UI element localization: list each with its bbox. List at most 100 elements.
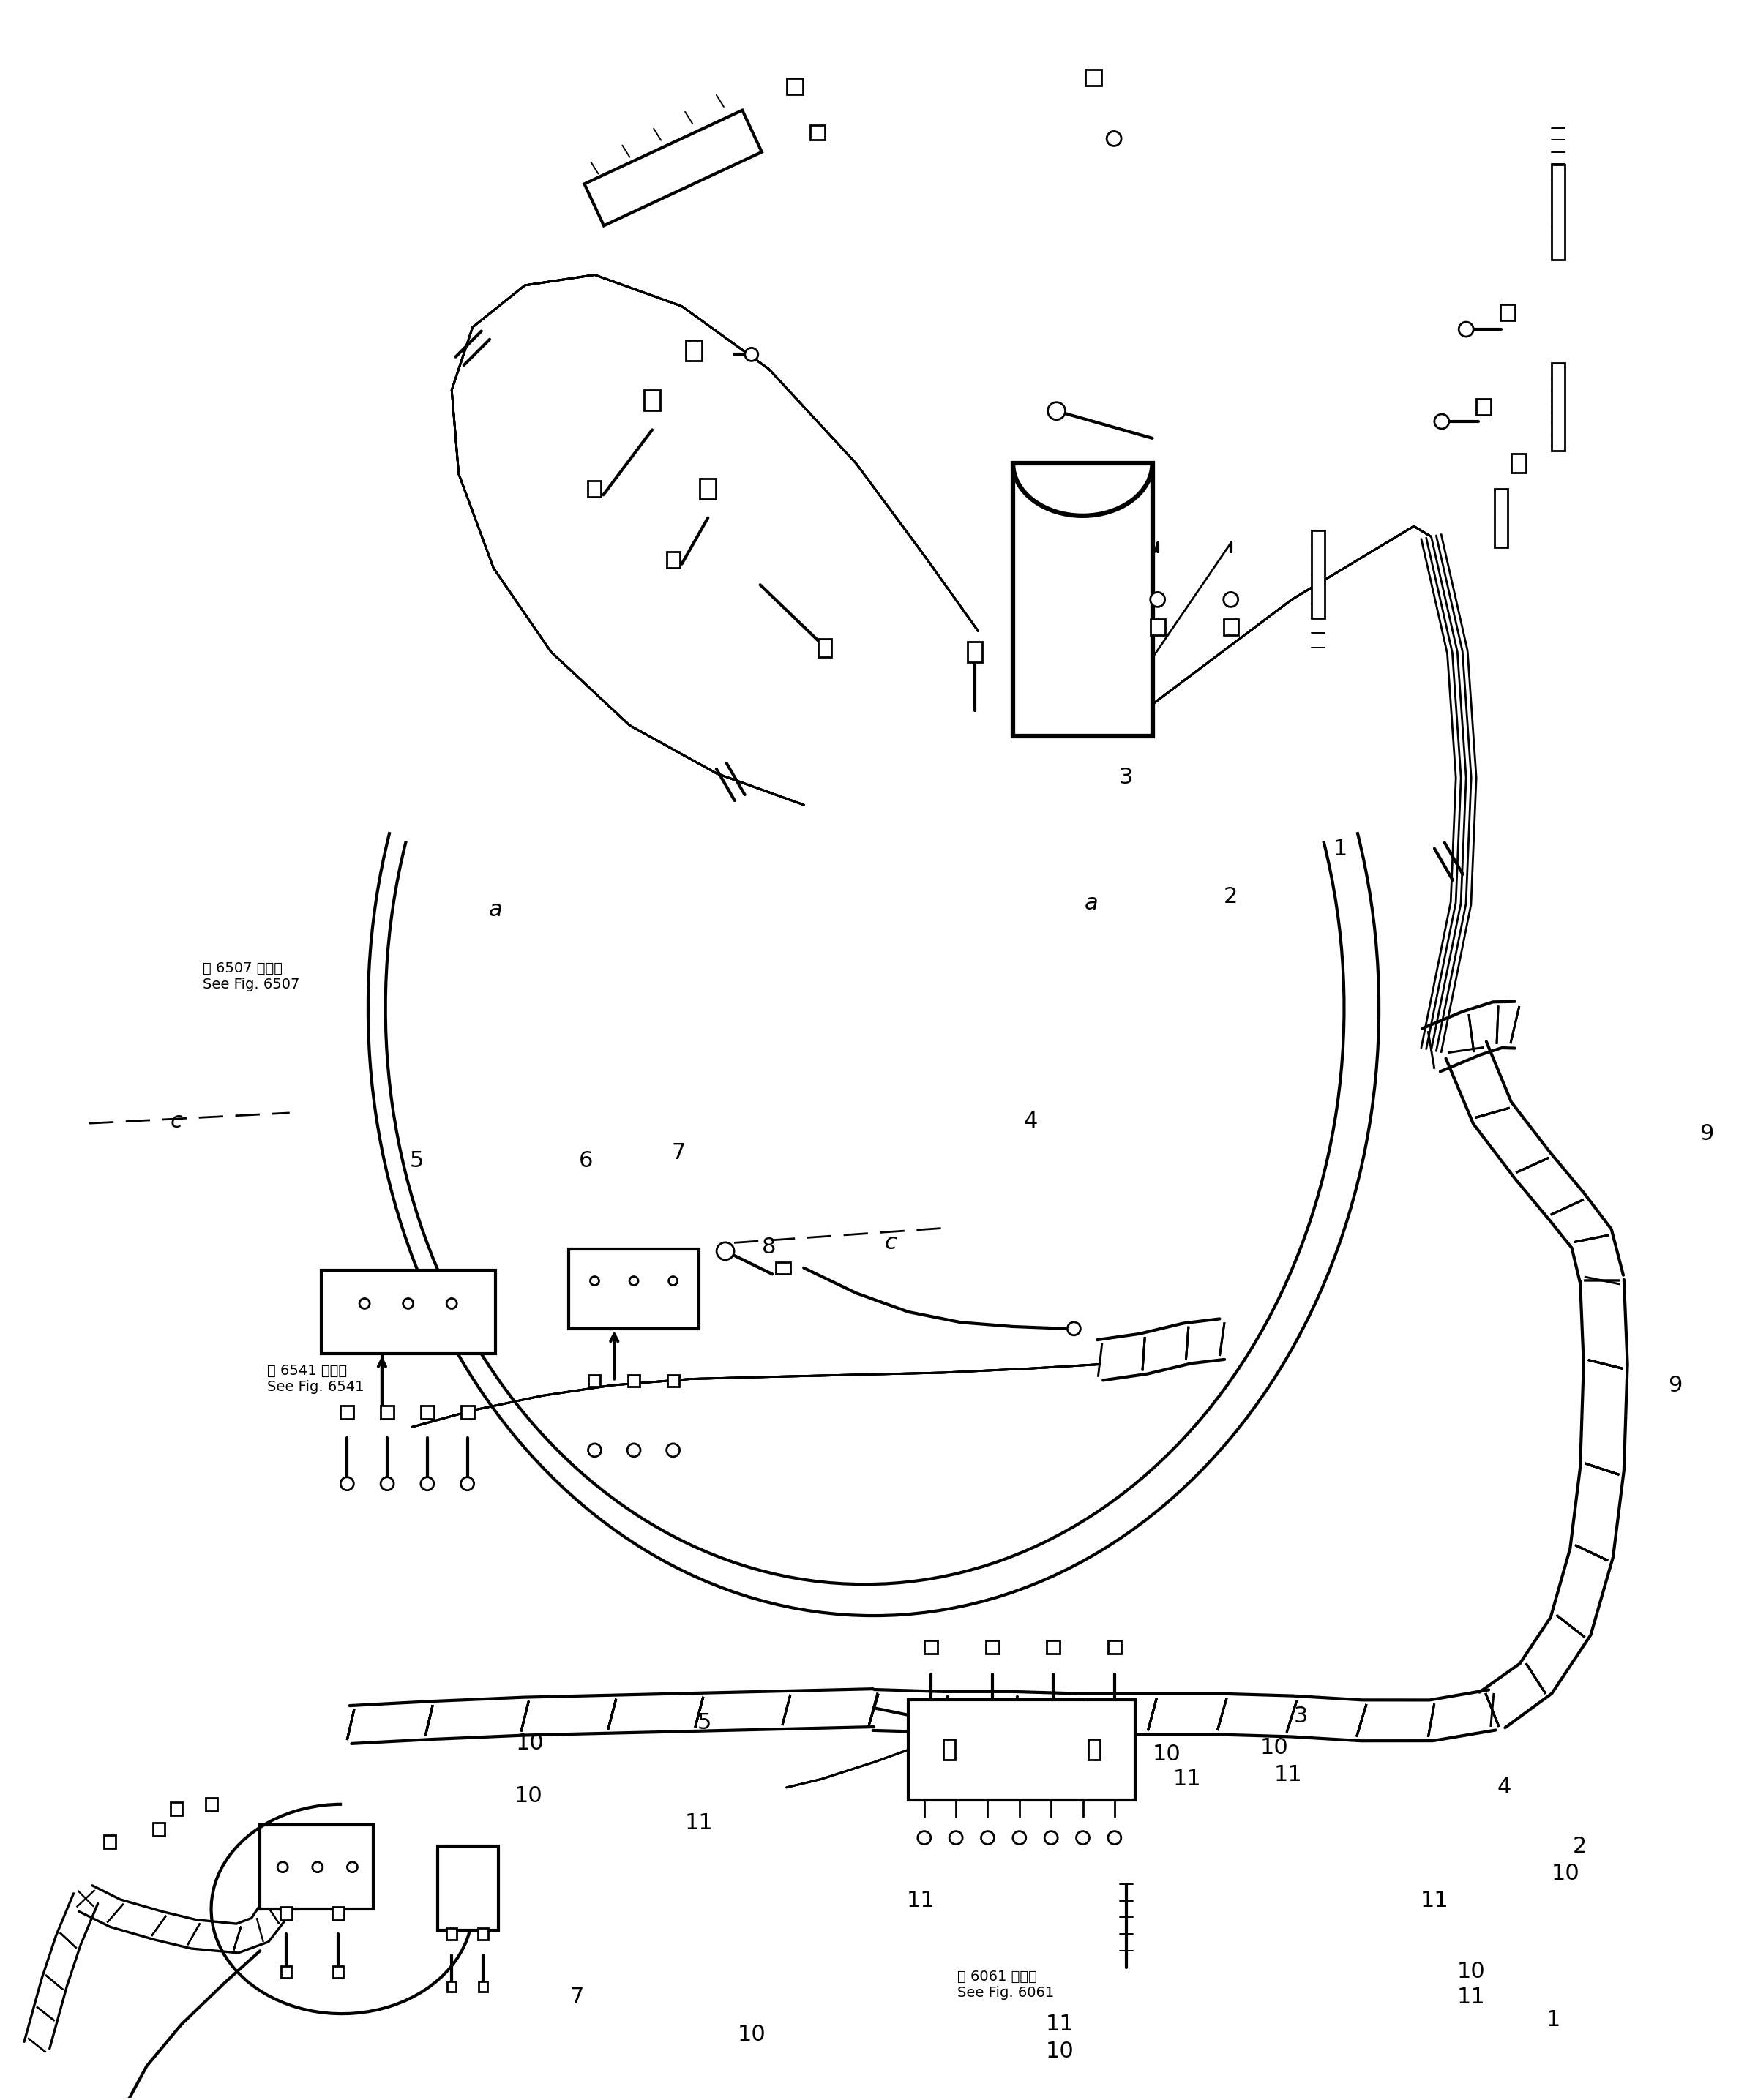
Bar bbox=[788, 78, 804, 94]
Bar bbox=[1312, 531, 1324, 617]
Text: 第 6541 図参照
See Fig. 6541: 第 6541 図参照 See Fig. 6541 bbox=[267, 1363, 363, 1394]
Text: c: c bbox=[884, 1233, 896, 1254]
Circle shape bbox=[1108, 1831, 1122, 1844]
Bar bbox=[1108, 1640, 1122, 1653]
Circle shape bbox=[629, 1277, 638, 1285]
Text: 10: 10 bbox=[1046, 2041, 1074, 2062]
Bar bbox=[1013, 464, 1153, 735]
Bar bbox=[1150, 620, 1165, 634]
Circle shape bbox=[589, 1443, 601, 1457]
Text: 1: 1 bbox=[1546, 2010, 1560, 2031]
Text: 4: 4 bbox=[1024, 1111, 1038, 1132]
Text: 5: 5 bbox=[697, 1711, 711, 1732]
Bar bbox=[1551, 164, 1565, 260]
Circle shape bbox=[1434, 414, 1448, 428]
Bar bbox=[811, 126, 825, 139]
Text: a: a bbox=[489, 899, 501, 920]
Circle shape bbox=[461, 1476, 473, 1491]
Bar bbox=[985, 1640, 999, 1653]
Text: 10: 10 bbox=[515, 1732, 545, 1753]
Bar bbox=[1085, 69, 1101, 86]
Circle shape bbox=[421, 1476, 433, 1491]
Text: 7: 7 bbox=[671, 1142, 685, 1163]
Text: 10: 10 bbox=[1260, 1737, 1289, 1758]
Bar bbox=[589, 1376, 601, 1386]
Bar bbox=[479, 1982, 487, 1991]
Circle shape bbox=[1067, 1323, 1080, 1336]
Circle shape bbox=[1106, 132, 1122, 145]
Text: 11: 11 bbox=[907, 1890, 935, 1911]
Text: b: b bbox=[332, 1281, 346, 1302]
Text: 2: 2 bbox=[1572, 1835, 1586, 1856]
Bar bbox=[687, 340, 702, 361]
Circle shape bbox=[982, 1831, 994, 1844]
Circle shape bbox=[447, 1298, 456, 1308]
Text: 10: 10 bbox=[1551, 1863, 1579, 1884]
Circle shape bbox=[404, 1298, 414, 1308]
Circle shape bbox=[716, 1243, 734, 1260]
Bar bbox=[334, 1966, 344, 1978]
Text: 9: 9 bbox=[1700, 1124, 1714, 1144]
Bar bbox=[341, 1405, 353, 1420]
Text: 第 6507 図参照
See Fig. 6507: 第 6507 図参照 See Fig. 6507 bbox=[203, 962, 299, 991]
Bar bbox=[105, 1835, 115, 1848]
Circle shape bbox=[1150, 592, 1165, 607]
Circle shape bbox=[590, 1277, 599, 1285]
Text: 10: 10 bbox=[737, 2024, 765, 2045]
Bar bbox=[1046, 1640, 1060, 1653]
Bar bbox=[154, 1823, 164, 1835]
Bar bbox=[1494, 489, 1508, 546]
Bar bbox=[171, 1802, 182, 1814]
Bar bbox=[776, 1262, 790, 1275]
Bar bbox=[381, 1405, 393, 1420]
Text: 11: 11 bbox=[1457, 1987, 1485, 2008]
Text: 11: 11 bbox=[1046, 2014, 1074, 2035]
Bar bbox=[1501, 304, 1515, 321]
Circle shape bbox=[744, 349, 758, 361]
Circle shape bbox=[341, 1476, 353, 1491]
Text: c: c bbox=[169, 1111, 182, 1132]
Text: 11: 11 bbox=[1172, 1768, 1202, 1789]
Circle shape bbox=[949, 1831, 963, 1844]
Bar bbox=[968, 643, 982, 662]
Text: 4: 4 bbox=[1497, 1777, 1511, 1798]
Text: 9: 9 bbox=[1668, 1376, 1682, 1396]
Circle shape bbox=[360, 1298, 370, 1308]
Bar bbox=[1476, 399, 1490, 416]
Bar bbox=[645, 391, 660, 412]
Circle shape bbox=[313, 1863, 323, 1873]
Bar bbox=[280, 1907, 292, 1919]
Text: 11: 11 bbox=[685, 1812, 713, 1833]
Bar bbox=[332, 1907, 344, 1919]
Circle shape bbox=[278, 1863, 288, 1873]
Bar bbox=[589, 481, 601, 496]
Circle shape bbox=[667, 1443, 680, 1457]
Text: 10: 10 bbox=[514, 1785, 543, 1806]
Text: 11: 11 bbox=[1274, 1764, 1303, 1785]
Text: 10: 10 bbox=[1151, 1743, 1181, 1764]
Text: a: a bbox=[1085, 892, 1099, 914]
Bar bbox=[627, 1376, 639, 1386]
Text: 8: 8 bbox=[456, 1865, 472, 1886]
Circle shape bbox=[917, 1831, 931, 1844]
Circle shape bbox=[381, 1476, 393, 1491]
Text: 5: 5 bbox=[411, 1151, 425, 1172]
Circle shape bbox=[1013, 1831, 1025, 1844]
Bar bbox=[1223, 620, 1239, 634]
Text: 11: 11 bbox=[1420, 1890, 1448, 1911]
Bar bbox=[447, 1928, 456, 1940]
Text: 2: 2 bbox=[1223, 886, 1239, 907]
Bar bbox=[438, 1846, 500, 1930]
Bar bbox=[1088, 1739, 1101, 1760]
Text: 6: 6 bbox=[963, 1709, 977, 1730]
Bar bbox=[1511, 454, 1525, 472]
Text: 7: 7 bbox=[570, 1987, 583, 2008]
Bar bbox=[447, 1982, 456, 1991]
Bar bbox=[924, 1640, 938, 1653]
Circle shape bbox=[348, 1863, 358, 1873]
Bar bbox=[206, 1798, 217, 1810]
Bar bbox=[818, 638, 832, 657]
Text: 3: 3 bbox=[1120, 766, 1134, 788]
Bar bbox=[421, 1405, 433, 1420]
Bar bbox=[667, 1376, 680, 1386]
